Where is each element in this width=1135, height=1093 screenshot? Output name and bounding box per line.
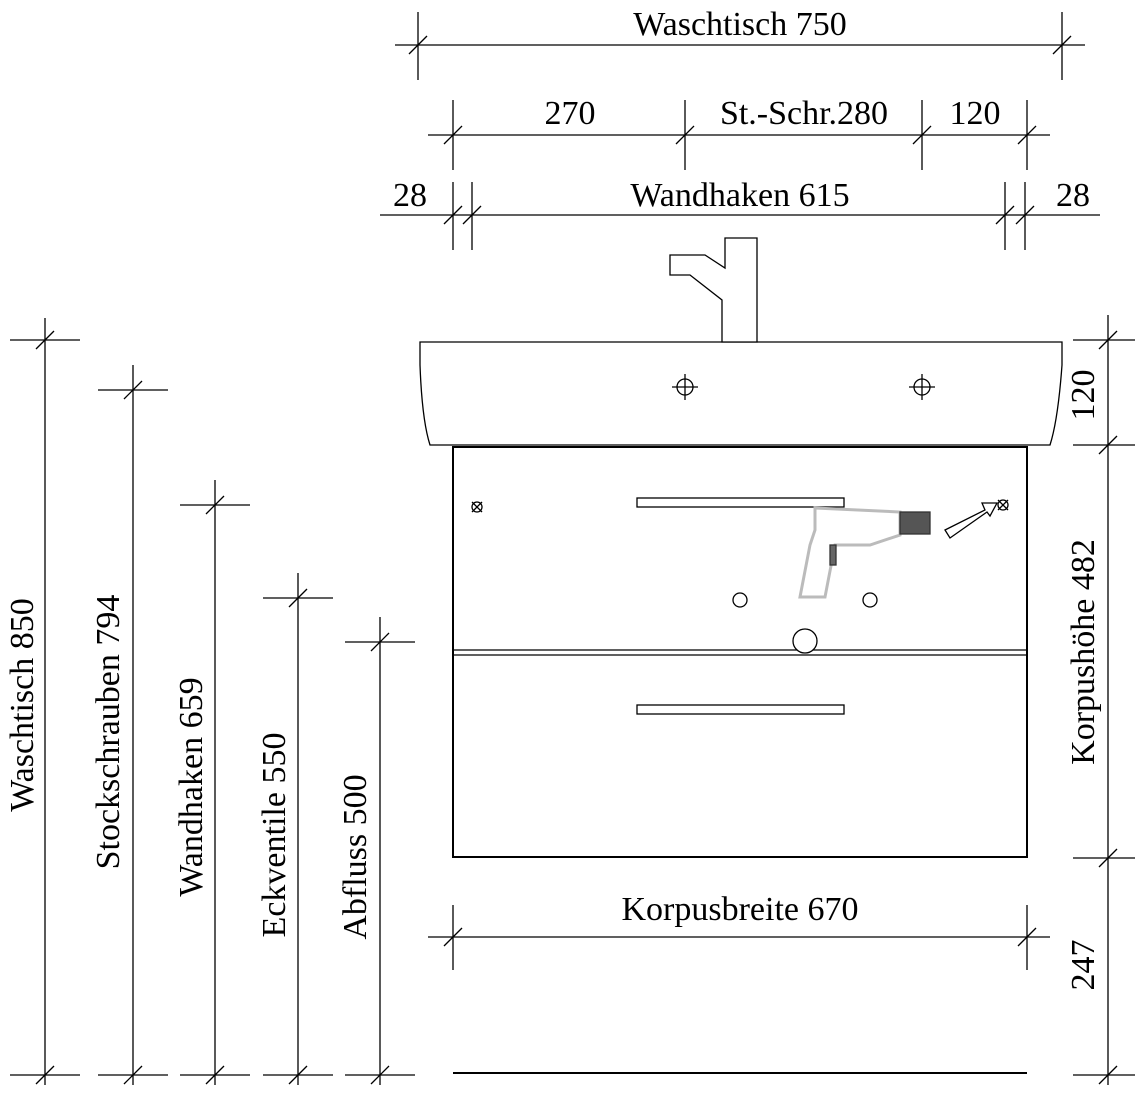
tick xyxy=(370,1065,390,1085)
tick xyxy=(1098,1065,1118,1085)
tick xyxy=(370,632,390,652)
tick xyxy=(35,330,55,350)
cabinet xyxy=(452,446,1028,858)
tick xyxy=(462,205,482,225)
dimension-label: Waschtisch 750 xyxy=(633,6,847,43)
tick xyxy=(1017,927,1037,947)
tick xyxy=(1052,35,1072,55)
dimension-label: 28 xyxy=(1056,177,1090,214)
labels: Waschtisch 750 270 St.-Schr.280 120 28 W… xyxy=(4,6,1102,991)
tick xyxy=(1017,125,1037,145)
dimension-label: 247 xyxy=(1065,940,1102,991)
dimension-lines xyxy=(10,12,1135,1085)
tick xyxy=(1098,330,1118,350)
tick xyxy=(675,125,695,145)
dimension-label: Abfluss 500 xyxy=(337,774,374,939)
dimension-label: Eckventile 550 xyxy=(256,733,293,938)
tick xyxy=(205,1065,225,1085)
dimension-label: Wandhaken 615 xyxy=(630,177,849,214)
tick xyxy=(912,125,932,145)
dimension-label: 28 xyxy=(393,177,427,214)
dimension-label: Korpusbreite 670 xyxy=(621,891,858,928)
dimension-label: Korpushöhe 482 xyxy=(1065,539,1102,765)
dimension-label: 120 xyxy=(1065,370,1102,421)
dimension-label: 120 xyxy=(950,95,1001,132)
dimension-label: Wandhaken 659 xyxy=(173,677,210,896)
tick xyxy=(288,1065,308,1085)
drill-icon xyxy=(798,502,999,599)
dimension-label: Stockschrauben 794 xyxy=(90,595,127,870)
tick xyxy=(205,495,225,515)
tick xyxy=(35,1065,55,1085)
tick xyxy=(1098,848,1118,868)
tick xyxy=(443,205,463,225)
tick xyxy=(1015,205,1035,225)
dimension-label: St.-Schr.280 xyxy=(720,95,888,132)
tick xyxy=(995,205,1015,225)
dimension-label: 270 xyxy=(545,95,596,132)
tick xyxy=(443,125,463,145)
dimension-label: Waschtisch 850 xyxy=(4,598,41,812)
tick xyxy=(1098,435,1118,455)
tick xyxy=(443,927,463,947)
washbasin xyxy=(419,237,1063,446)
tick xyxy=(123,1065,143,1085)
tick xyxy=(288,588,308,608)
tick xyxy=(408,35,428,55)
tick xyxy=(123,380,143,400)
